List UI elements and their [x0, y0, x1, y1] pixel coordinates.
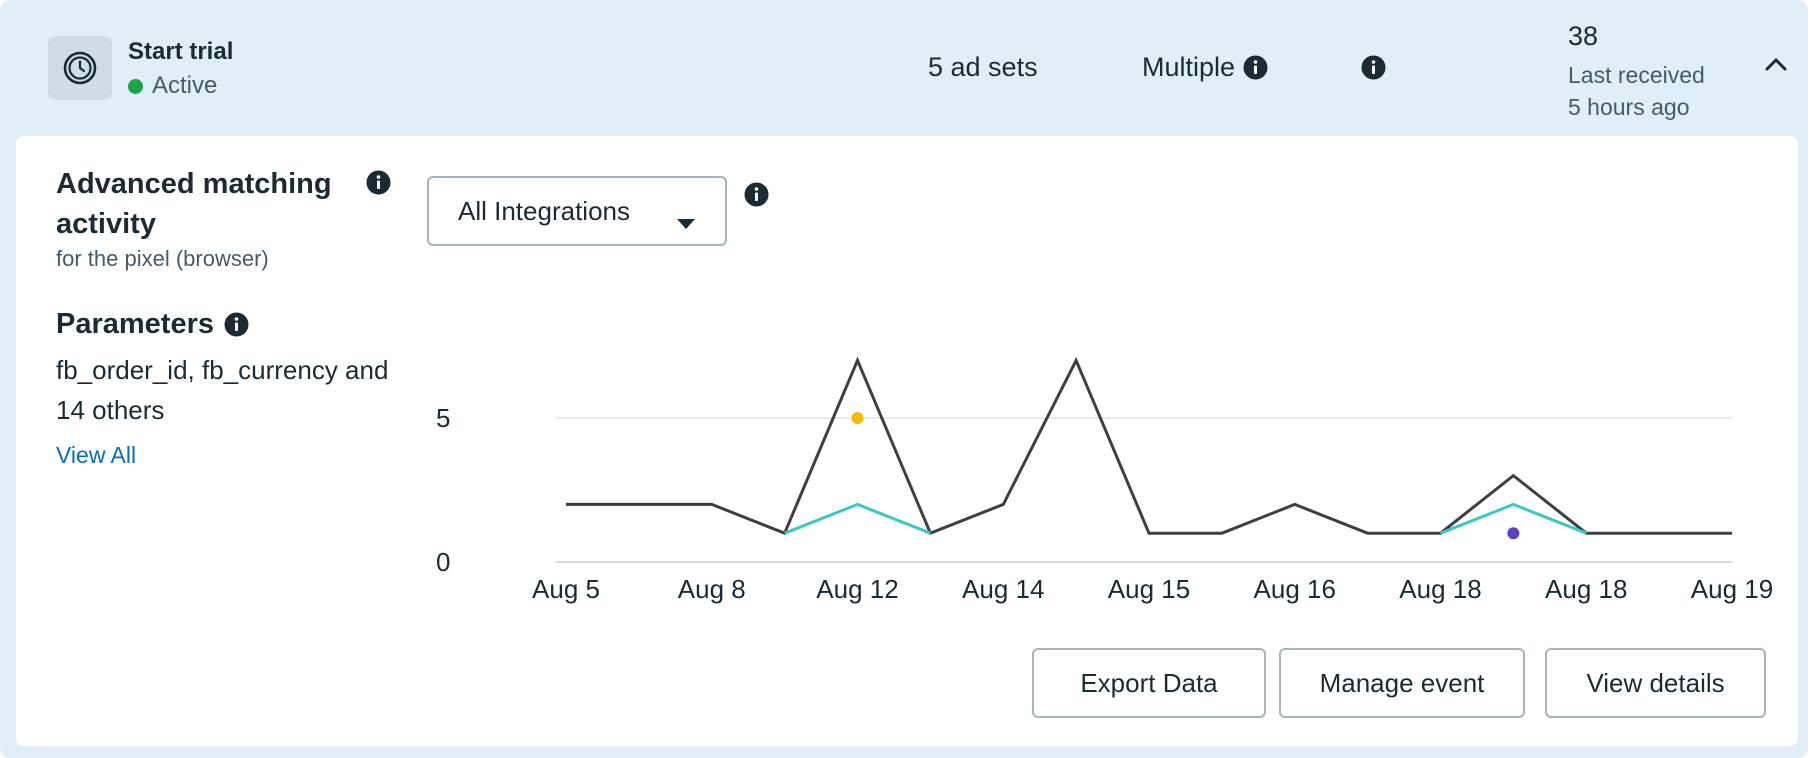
chevron-up-icon[interactable] — [1764, 56, 1788, 77]
series-line-1 — [784, 502, 1587, 535]
event-count: 38 — [1568, 21, 1599, 51]
view-details-button[interactable]: View details — [1545, 648, 1766, 718]
export-data-button[interactable]: Export Data — [1032, 648, 1266, 718]
info-icon[interactable] — [1243, 55, 1268, 80]
x-tick-label: Aug 18 — [1399, 574, 1481, 604]
manage-event-button[interactable]: Manage event — [1279, 648, 1525, 718]
attribution-setting: Multiple — [1142, 52, 1268, 83]
y-tick-label: 0 — [436, 547, 450, 577]
last-received: Last received 5 hours ago — [1568, 59, 1705, 123]
x-tick-label: Aug 14 — [962, 574, 1044, 604]
x-tick-label: Aug 16 — [1254, 574, 1336, 604]
event-details-card: Advanced matching activity for the pixel… — [16, 136, 1798, 746]
advanced-matching-subtitle: for the pixel (browser) — [56, 246, 269, 271]
event-row-header[interactable]: Start trial Active 5 ad sets Multiple 38… — [0, 0, 1808, 136]
x-tick-label: Aug 12 — [816, 574, 898, 604]
integrations-dropdown[interactable]: All Integrations — [427, 176, 727, 246]
parameters-heading: Parameters — [56, 308, 249, 341]
parameters-title: Parameters — [56, 308, 214, 340]
info-icon[interactable] — [744, 182, 769, 207]
ad-sets-count: 5 ad sets — [928, 52, 1038, 82]
x-tick-label: Aug 18 — [1545, 574, 1627, 604]
caret-down-icon — [676, 206, 696, 237]
info-icon[interactable] — [366, 170, 391, 195]
clock-icon — [48, 36, 112, 100]
advanced-matching-title: Advanced matching activity — [56, 168, 332, 240]
attribution-label: Multiple — [1142, 52, 1236, 82]
event-status: Active — [128, 72, 217, 100]
data-point-0 — [851, 412, 864, 424]
x-tick-label: Aug 19 — [1691, 574, 1773, 604]
info-icon[interactable] — [1361, 55, 1386, 80]
info-icon[interactable] — [224, 312, 249, 337]
x-tick-label: Aug 5 — [532, 574, 600, 604]
activity-chart: 0 5 Aug 5 Aug 8 Aug 12 Aug 14 Aug 15 Aug 16 Aug … — [436, 356, 1773, 604]
status-label: Active — [152, 72, 218, 99]
view-all-link[interactable]: View All — [56, 442, 137, 468]
last-received-time: 5 hours ago — [1568, 94, 1690, 120]
event-name: Start trial — [128, 38, 234, 65]
series-line-0 — [566, 356, 1732, 536]
parameters-list: fb_order_id, fb_currency and 14 others — [56, 355, 389, 425]
y-tick-label: 5 — [436, 403, 450, 433]
data-point-1 — [1507, 527, 1520, 540]
integrations-dropdown-value: All Integrations — [458, 195, 630, 226]
x-tick-label: Aug 15 — [1108, 574, 1190, 604]
x-tick-label: Aug 8 — [678, 574, 746, 604]
last-received-label: Last received — [1568, 62, 1705, 88]
status-dot — [128, 78, 143, 94]
